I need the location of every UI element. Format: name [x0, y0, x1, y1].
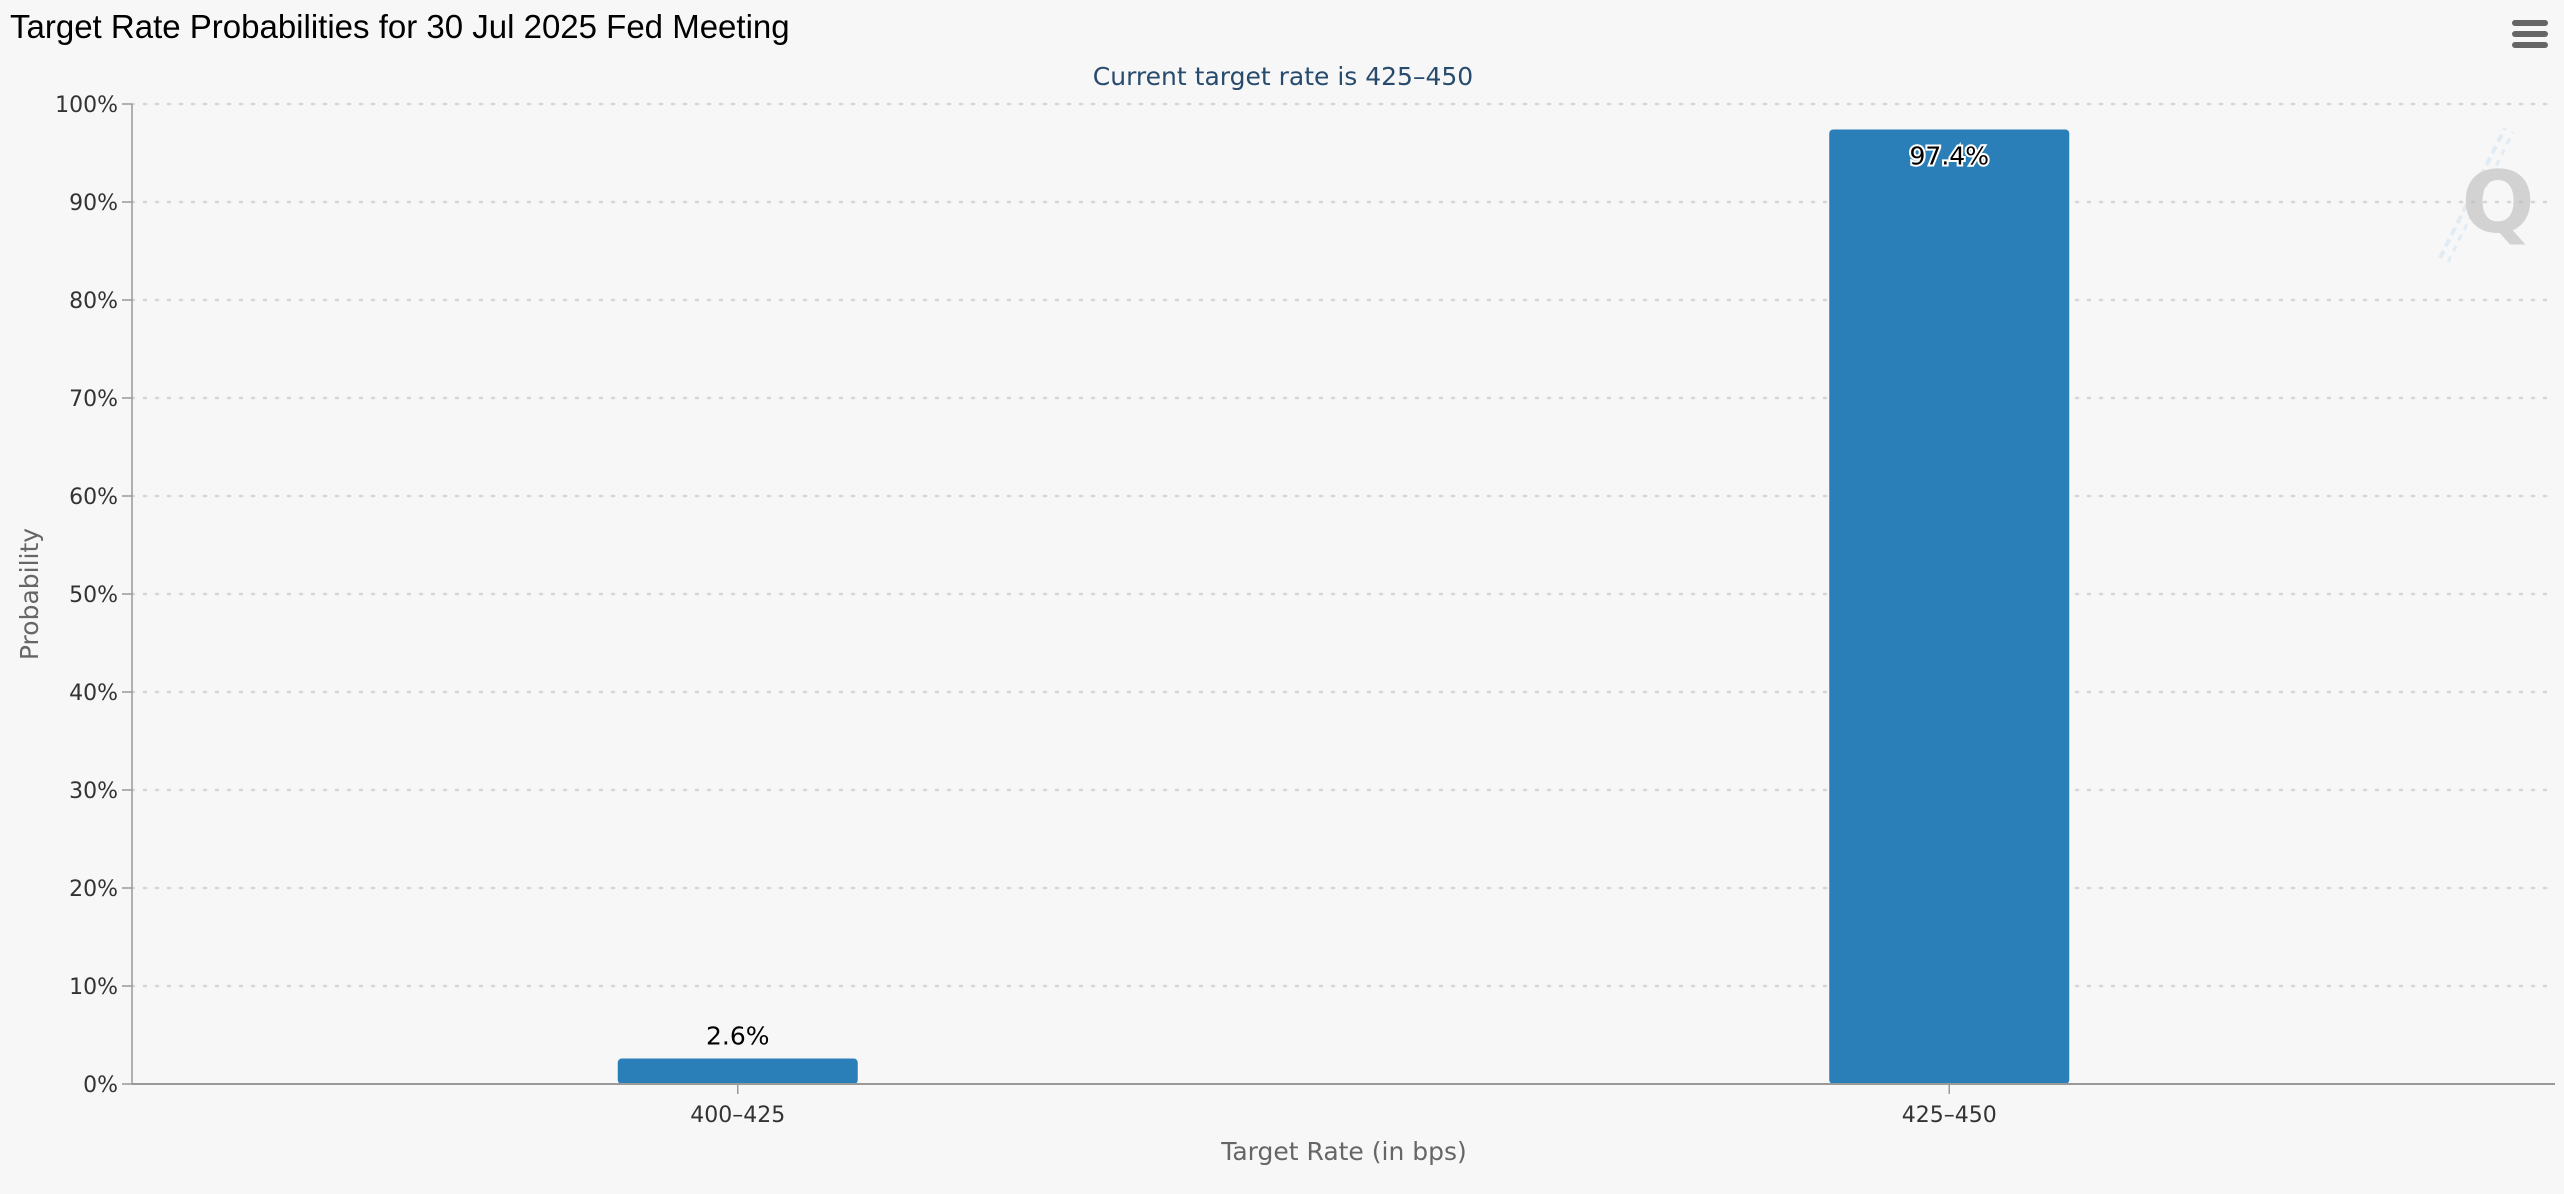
- chart-subtitle: Current target rate is 425–450: [1093, 62, 1473, 91]
- hamburger-menu-icon[interactable]: [2512, 20, 2548, 52]
- data-label: 2.6%: [706, 1022, 770, 1051]
- y-tick-label: 70%: [69, 387, 118, 412]
- y-tick-label: 90%: [69, 191, 118, 216]
- y-tick-label: 20%: [69, 877, 118, 902]
- y-axis-ticks: 0% 10% 20% 30% 40% 50% 60% 70% 80% 90% 100%: [55, 93, 132, 1098]
- page-title: Target Rate Probabilities for 30 Jul 202…: [10, 8, 790, 45]
- data-label: 97.4%: [1910, 141, 1989, 170]
- y-tick-label: 0%: [83, 1073, 118, 1098]
- bar-400–425[interactable]: [617, 1058, 858, 1084]
- bars: [617, 129, 2070, 1085]
- bar-425–450[interactable]: [1829, 129, 2070, 1085]
- y-axis-title: Probability: [15, 528, 44, 660]
- y-tick-label: 100%: [55, 93, 118, 118]
- watermark-logo-icon: Q: [2438, 127, 2535, 263]
- data-labels: 2.6% 97.4%: [706, 139, 1991, 1051]
- x-axis-title: Target Rate (in bps): [1220, 1137, 1467, 1166]
- y-tick-label: 50%: [69, 583, 118, 608]
- y-tick-label: 60%: [69, 485, 118, 510]
- x-tick-label: 425–450: [1902, 1103, 1997, 1128]
- grid-lines: [130, 102, 2557, 988]
- y-tick-label: 30%: [69, 779, 118, 804]
- y-tick-label: 80%: [69, 289, 118, 314]
- svg-text:Q: Q: [2461, 153, 2534, 253]
- y-tick-label: 40%: [69, 681, 118, 706]
- x-axis-ticks: 400–425 425–450: [690, 1084, 1997, 1128]
- y-tick-label: 10%: [69, 975, 118, 1000]
- x-tick-label: 400–425: [690, 1103, 785, 1128]
